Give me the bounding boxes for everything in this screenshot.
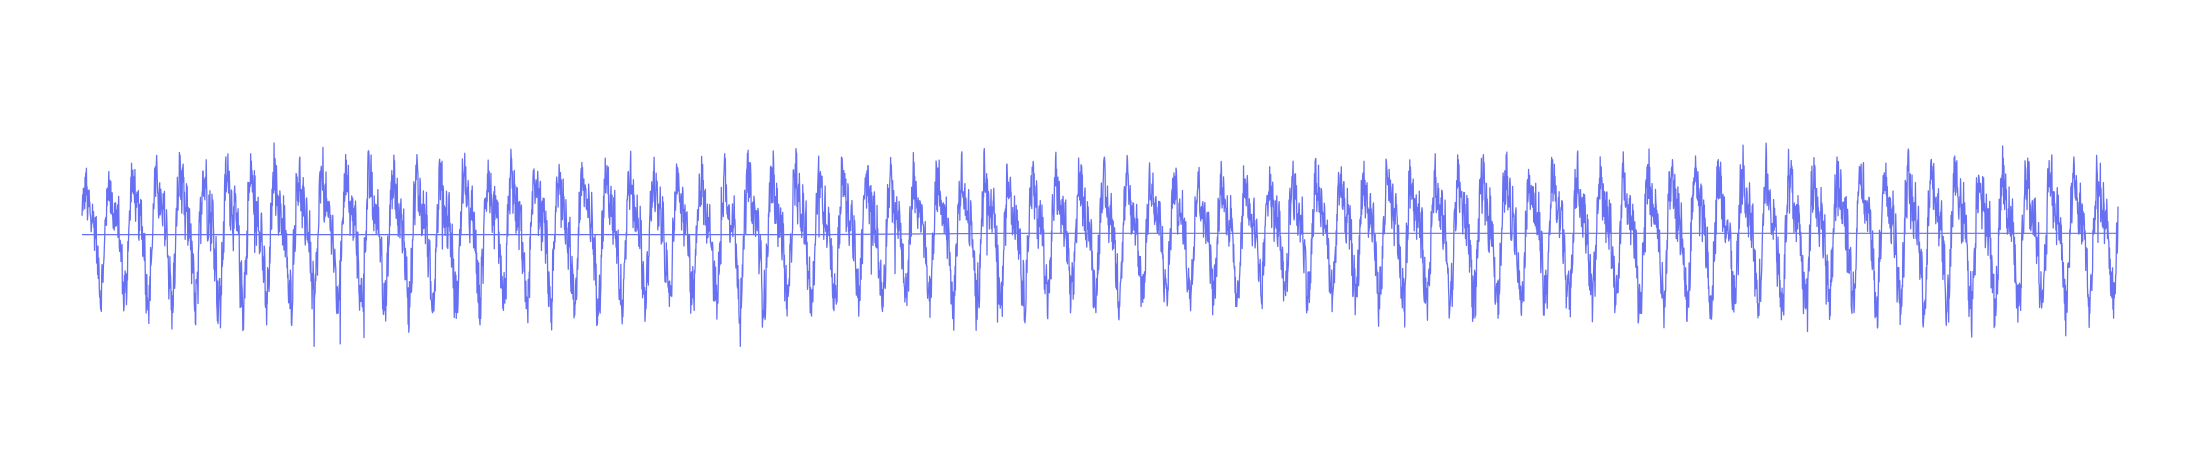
baseline-series-line [82, 232, 2118, 236]
waveform-series-line [81, 142, 2119, 348]
